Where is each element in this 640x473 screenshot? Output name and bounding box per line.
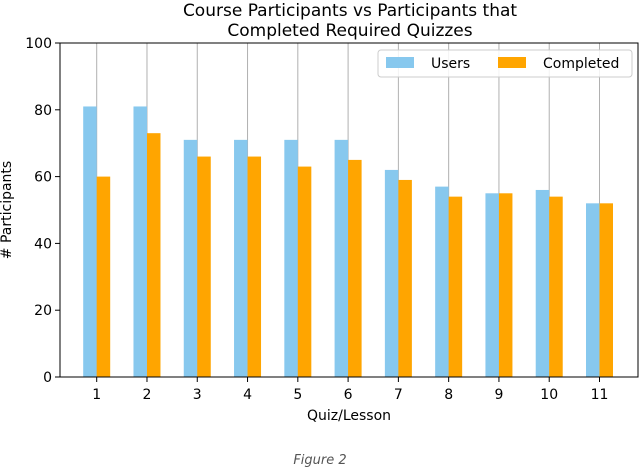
bar-users-11 bbox=[586, 203, 600, 377]
bar-completed-3 bbox=[197, 156, 211, 377]
x-tick-label: 6 bbox=[344, 387, 353, 403]
bar-users-9 bbox=[485, 193, 499, 377]
x-tick-label: 4 bbox=[243, 387, 252, 403]
x-tick-label: 3 bbox=[193, 387, 202, 403]
y-tick-label: 100 bbox=[25, 36, 52, 52]
bar-users-2 bbox=[133, 106, 147, 378]
bar-completed-10 bbox=[549, 196, 563, 377]
x-tick-label: 9 bbox=[494, 387, 503, 403]
legend-label-users: Users bbox=[431, 56, 470, 72]
legend-swatch-completed bbox=[498, 57, 526, 68]
x-tick-label: 11 bbox=[591, 387, 609, 403]
bar-completed-6 bbox=[348, 159, 362, 377]
x-tick-label: 2 bbox=[143, 387, 152, 403]
bar-completed-9 bbox=[498, 193, 513, 377]
chart-title-line-2: Completed Required Quizzes bbox=[227, 21, 472, 41]
plot-area-frame bbox=[59, 42, 639, 378]
y-axis: 0 20 40 60 80 100 bbox=[25, 36, 60, 386]
bar-completed-4 bbox=[247, 156, 262, 377]
bar-users-10 bbox=[535, 189, 550, 377]
bar-users-8 bbox=[435, 186, 449, 377]
bar-users-3 bbox=[183, 139, 198, 377]
bar-completed-1 bbox=[96, 176, 111, 377]
bar-users-5 bbox=[284, 139, 298, 377]
x-tick-label: 7 bbox=[394, 387, 403, 403]
y-tick-label: 0 bbox=[43, 370, 52, 386]
bar-users-4 bbox=[234, 139, 248, 377]
y-axis-label: # Participants bbox=[0, 161, 15, 259]
x-tick-label: 10 bbox=[540, 387, 558, 403]
legend-label-completed: Completed bbox=[543, 56, 619, 72]
x-axis-label: Quiz/Lesson bbox=[307, 408, 391, 424]
bar-completed-11 bbox=[599, 203, 613, 377]
figure-caption: Figure 2 bbox=[293, 453, 347, 468]
bar-completed-7 bbox=[398, 179, 412, 377]
y-tick-label: 60 bbox=[34, 170, 52, 186]
bar-completed-8 bbox=[448, 196, 463, 377]
legend-swatch-users bbox=[386, 57, 414, 68]
x-axis: 1 2 3 4 5 6 7 8 9 10 11 bbox=[92, 377, 608, 403]
x-tick-label: 5 bbox=[293, 387, 302, 403]
bar-users-6 bbox=[334, 139, 349, 377]
chart-title-line-1: Course Participants vs Participants that bbox=[183, 1, 517, 21]
bar-completed-5 bbox=[297, 166, 312, 377]
bar-users-1 bbox=[83, 106, 97, 378]
y-tick-label: 80 bbox=[34, 103, 52, 119]
x-tick-label: 1 bbox=[92, 387, 101, 403]
y-tick-label: 20 bbox=[34, 303, 52, 319]
legend: Users Completed bbox=[377, 49, 633, 78]
bar-users-7 bbox=[384, 169, 399, 377]
bars bbox=[83, 106, 613, 378]
bar-completed-2 bbox=[146, 133, 161, 377]
y-tick-label: 40 bbox=[34, 236, 52, 252]
x-tick-label: 8 bbox=[444, 387, 453, 403]
